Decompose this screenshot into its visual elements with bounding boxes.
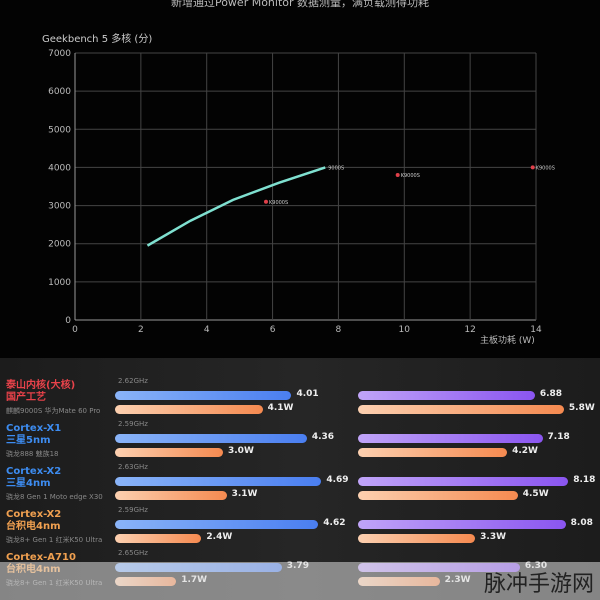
process-name: 三星5nm: [6, 435, 51, 446]
core-name: Cortex-A710: [6, 552, 76, 563]
bar-row: 泰山内核(大核) 国产工艺麒麟9000S 华为Mate 60 Pro 2.62GHz…: [0, 376, 600, 420]
single-core-bar: [115, 391, 292, 400]
chart-title: Geekbench 5 多核 (分): [42, 34, 153, 45]
bar-row: Cortex-X2 三星4nm 骁龙8 Gen 1 Moto edge X30 2.6…: [0, 462, 600, 506]
multi-power-value: 3.3W: [480, 532, 507, 542]
core-name: Cortex-X1: [6, 423, 62, 434]
y-tick-label: 1000: [48, 278, 71, 288]
process-name: 国产工艺: [6, 392, 46, 403]
y-tick-label: 4000: [48, 163, 71, 173]
single-power-value: 2.4W: [206, 532, 233, 542]
x-tick-label: 0: [72, 325, 78, 335]
single-power-bar: [115, 491, 227, 500]
core-name: Cortex-X2: [6, 509, 62, 520]
point-label: K9000S: [536, 165, 555, 171]
multi-power-bar: [358, 448, 508, 457]
bar-row: Cortex-X1 三星5nm 骁龙888 魅族18 2.59GHz 4.36 3.0W 7…: [0, 419, 600, 463]
plot-area: 0 1000 2000 3000 4000 5000 6000 7000 0 2 4 6 8 10 12 14…: [48, 49, 555, 335]
multi-core-bar: [358, 477, 569, 486]
process-name: 三星4nm: [6, 478, 51, 489]
device-name: 骁龙888 魅族18: [6, 450, 59, 458]
core-name: 泰山内核(大核): [6, 380, 76, 391]
watermark: 脉冲手游网: [483, 572, 594, 597]
single-core-value: 4.01: [296, 389, 319, 399]
x-tick-label: 12: [464, 325, 475, 335]
scatter-chart: 新增通过Power Monitor 数据测量，满负载测得功耗 Geekbench…: [42, 0, 555, 346]
x-tick-label: 14: [530, 325, 542, 335]
multi-core-bar: [358, 520, 566, 529]
x-tick-label: 8: [336, 325, 342, 335]
x-tick-label: 4: [204, 325, 210, 335]
single-power-bar: [115, 405, 263, 414]
x-tick-label: 10: [399, 325, 411, 335]
multi-power-bar: [358, 405, 564, 414]
frequency-label: 2.63GHz: [118, 463, 148, 471]
multi-core-value: 8.18: [573, 475, 596, 485]
multi-power-bar: [358, 491, 518, 500]
frequency-label: 2.62GHz: [118, 377, 148, 385]
overlay: [0, 562, 600, 600]
x-axis-label: 主板功耗 (W): [480, 336, 535, 346]
single-power-bar: [115, 448, 223, 457]
multi-power-value: 4.5W: [522, 489, 549, 499]
bar-row: Cortex-X2 台积电4nm 骁龙8+ Gen 1 红米K50 Ultra 2.5…: [0, 505, 600, 549]
data-point: [263, 199, 268, 204]
caption: 新增通过Power Monitor 数据测量，满负载测得功耗: [170, 0, 430, 9]
data-point: [530, 165, 535, 170]
single-core-value: 4.69: [326, 475, 349, 485]
single-core-value: 4.36: [311, 432, 335, 442]
device-name: 骁龙8+ Gen 1 红米K50 Ultra: [6, 536, 103, 544]
x-tick-label: 2: [138, 325, 144, 335]
y-tick-label: 6000: [48, 87, 71, 97]
multi-power-value: 5.8W: [568, 403, 595, 413]
curve-line: [146, 166, 326, 247]
frequency-label: 2.59GHz: [118, 506, 148, 514]
single-core-bar: [115, 434, 307, 443]
process-name: 台积电4nm: [6, 521, 61, 532]
point-label: K9000S: [269, 200, 288, 206]
single-power-value: 3.1W: [231, 489, 258, 499]
single-core-bar: [115, 520, 319, 529]
y-tick-label: 3000: [48, 202, 71, 212]
y-tick-label: 7000: [48, 49, 71, 59]
single-core-value: 4.62: [323, 518, 346, 528]
multi-power-value: 4.2W: [512, 446, 538, 456]
multi-core-bar: [358, 434, 543, 443]
core-name: Cortex-X2: [6, 466, 62, 477]
curve-label: 9000S: [328, 165, 344, 171]
single-power-bar: [115, 534, 202, 543]
point-label: K9000S: [401, 173, 420, 179]
y-tick-label: 0: [65, 316, 71, 326]
device-name: 麒麟9000S 华为Mate 60 Pro: [6, 407, 101, 415]
multi-core-value: 7.18: [547, 432, 570, 442]
device-name: 骁龙8 Gen 1 Moto edge X30: [6, 493, 103, 501]
y-tick-label: 5000: [48, 125, 71, 135]
single-power-value: 4.1W: [267, 403, 294, 413]
multi-core-value: 8.08: [570, 518, 593, 528]
x-tick-label: 6: [270, 325, 276, 335]
y-tick-label: 2000: [48, 240, 71, 250]
frequency-label: 2.65GHz: [118, 549, 148, 557]
single-power-value: 3.0W: [228, 446, 254, 456]
multi-core-bar: [358, 391, 535, 400]
frequency-label: 2.59GHz: [118, 420, 148, 428]
multi-core-value: 6.88: [539, 389, 563, 399]
single-core-bar: [115, 477, 322, 486]
data-point: [395, 173, 400, 178]
multi-power-bar: [358, 534, 476, 543]
